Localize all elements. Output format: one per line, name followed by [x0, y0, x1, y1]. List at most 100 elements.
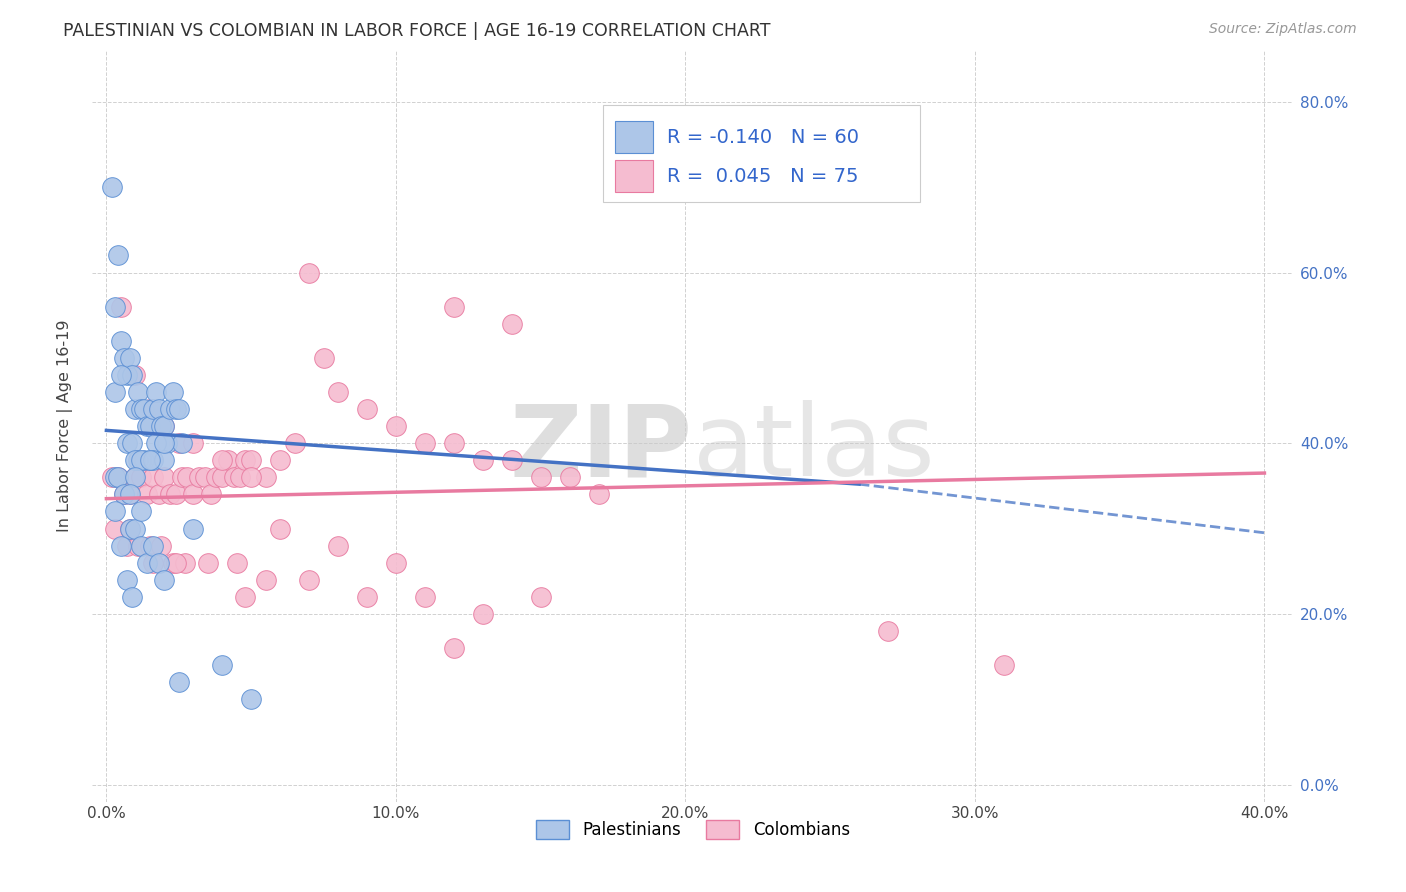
Point — [153, 470, 176, 484]
Point — [115, 573, 138, 587]
Point — [471, 607, 494, 621]
Point — [197, 556, 219, 570]
Point — [170, 470, 193, 484]
Point — [217, 453, 239, 467]
Point — [107, 248, 129, 262]
Point — [118, 487, 141, 501]
Point — [110, 334, 132, 348]
Point — [104, 384, 127, 399]
Point — [101, 470, 124, 484]
Point — [110, 300, 132, 314]
Point — [993, 658, 1015, 673]
Point — [150, 419, 173, 434]
Point — [142, 556, 165, 570]
Point — [112, 487, 135, 501]
Point — [284, 436, 307, 450]
Point — [530, 590, 553, 604]
Point — [443, 640, 465, 655]
Point — [129, 453, 152, 467]
Point — [162, 556, 184, 570]
Text: PALESTINIAN VS COLOMBIAN IN LABOR FORCE | AGE 16-19 CORRELATION CHART: PALESTINIAN VS COLOMBIAN IN LABOR FORCE … — [63, 22, 770, 40]
Point — [115, 368, 138, 382]
Point — [124, 522, 146, 536]
Point — [326, 384, 349, 399]
Point — [181, 487, 204, 501]
Point — [558, 470, 581, 484]
Point — [181, 436, 204, 450]
Point — [162, 384, 184, 399]
Point — [170, 436, 193, 450]
Point — [124, 368, 146, 382]
Point — [188, 470, 211, 484]
Point — [148, 487, 170, 501]
Point — [167, 675, 190, 690]
Point — [136, 487, 159, 501]
Point — [129, 470, 152, 484]
Point — [139, 453, 162, 467]
Point — [269, 522, 291, 536]
Point — [153, 453, 176, 467]
Point — [139, 539, 162, 553]
Y-axis label: In Labor Force | Age 16-19: In Labor Force | Age 16-19 — [58, 320, 73, 533]
Point — [139, 419, 162, 434]
Point — [148, 402, 170, 417]
Text: R =  0.045   N = 75: R = 0.045 N = 75 — [668, 167, 859, 186]
Point — [124, 453, 146, 467]
Point — [153, 436, 176, 450]
Point — [356, 590, 378, 604]
Point — [121, 368, 143, 382]
Point — [129, 539, 152, 553]
Point — [104, 470, 127, 484]
Point — [205, 470, 228, 484]
Point — [167, 436, 190, 450]
Point — [228, 470, 250, 484]
Point — [240, 453, 263, 467]
Point — [104, 300, 127, 314]
Point — [225, 556, 247, 570]
Point — [127, 539, 149, 553]
Point — [107, 470, 129, 484]
Point — [443, 436, 465, 450]
Point — [110, 368, 132, 382]
Point — [298, 266, 321, 280]
Point — [413, 436, 436, 450]
Point — [194, 470, 217, 484]
Point — [101, 180, 124, 194]
Point — [110, 539, 132, 553]
Point — [118, 487, 141, 501]
Point — [356, 402, 378, 417]
Point — [385, 419, 408, 434]
Point — [530, 470, 553, 484]
Bar — [614, 121, 652, 153]
Point — [588, 487, 610, 501]
Point — [115, 539, 138, 553]
Point — [129, 402, 152, 417]
Point — [145, 384, 167, 399]
Point — [132, 402, 155, 417]
Point — [165, 487, 187, 501]
Point — [145, 436, 167, 450]
Point — [107, 470, 129, 484]
Text: Source: ZipAtlas.com: Source: ZipAtlas.com — [1209, 22, 1357, 37]
Point — [118, 522, 141, 536]
Point — [132, 453, 155, 467]
Point — [142, 453, 165, 467]
Point — [121, 436, 143, 450]
Point — [142, 402, 165, 417]
Point — [136, 556, 159, 570]
Point — [104, 522, 127, 536]
Point — [153, 573, 176, 587]
Bar — [614, 161, 652, 192]
Point — [254, 470, 277, 484]
Point — [156, 436, 179, 450]
Point — [181, 522, 204, 536]
Point — [104, 504, 127, 518]
Point — [326, 539, 349, 553]
Point — [139, 453, 162, 467]
Point — [118, 522, 141, 536]
Point — [115, 436, 138, 450]
Point — [165, 402, 187, 417]
Legend: Palestinians, Colombians: Palestinians, Colombians — [529, 814, 856, 846]
Point — [222, 470, 245, 484]
Point — [142, 539, 165, 553]
